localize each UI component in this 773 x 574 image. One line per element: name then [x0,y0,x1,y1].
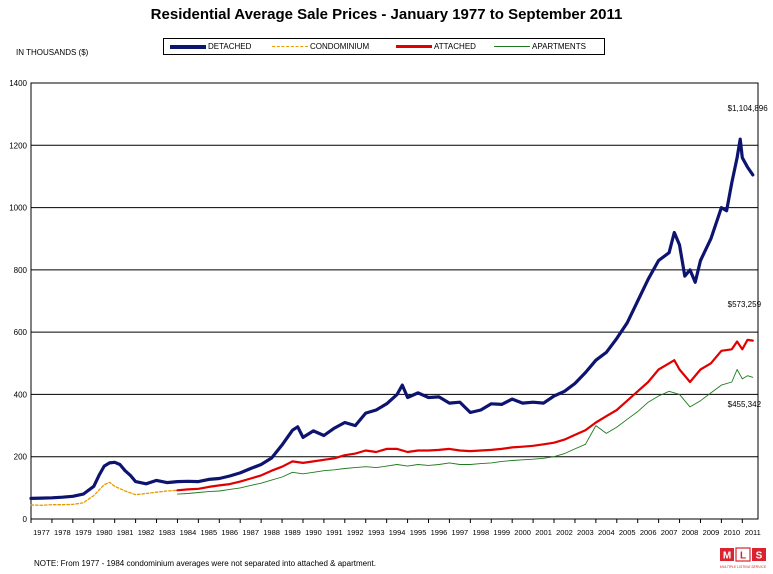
x-tick-label: 2001 [535,528,552,537]
y-tick-label: 400 [14,390,28,399]
x-tick-label: 1997 [452,528,469,537]
x-tick-label: 1985 [200,528,217,537]
x-tick-label: 2002 [556,528,573,537]
x-tick-label: 1982 [138,528,155,537]
x-tick-label: 2009 [703,528,720,537]
legend-swatch-detached [170,44,206,49]
y-tick-label: 800 [14,266,28,275]
x-tick-label: 2005 [619,528,636,537]
x-tick-label: 1992 [347,528,364,537]
x-tick-label: 1977 [33,528,50,537]
x-tick-label: 1986 [221,528,238,537]
legend-swatch-apartments [494,46,530,47]
series-line-attached [176,338,754,492]
legend-label-detached: DETACHED [208,42,252,51]
y-tick-label: 600 [14,328,28,337]
value-annotation: $455,342 [728,400,762,409]
x-tick-label: 2003 [577,528,594,537]
x-tick-label: 1993 [368,528,385,537]
legend-item-condominium: CONDOMINIUM [272,39,369,54]
series-line-detached [29,137,755,500]
y-tick-label: 200 [14,453,28,462]
legend-swatch-attached [396,45,432,48]
x-tick-label: 1999 [493,528,510,537]
legend: DETACHED CONDOMINIUM ATTACHED APARTMENTS [163,38,605,55]
x-tick-label: 1996 [431,528,448,537]
svg-text:S: S [756,551,763,562]
x-tick-label: 1981 [117,528,134,537]
x-tick-label: 2011 [745,528,761,537]
value-annotation: $1,104,896 [728,104,769,113]
legend-label-apartments: APARTMENTS [532,42,586,51]
y-axis-label: IN THOUSANDS ($) [16,48,89,57]
x-tick-label: 1995 [410,528,427,537]
footnote: NOTE: From 1977 - 1984 condominium avera… [34,559,376,568]
x-tick-label: 1978 [54,528,71,537]
series-line-apartments [176,369,754,495]
plot-frame [30,82,759,520]
legend-item-apartments: APARTMENTS [494,39,586,54]
chart-title: Residential Average Sale Prices - Januar… [150,6,623,23]
series-line-condominium [30,481,179,506]
y-tick-label: 1200 [9,141,27,150]
y-tick-label: 1000 [9,204,27,213]
legend-item-attached: ATTACHED [396,39,476,54]
x-tick-label: 2008 [682,528,699,537]
svg-text:MULTIPLE LISTING SERVICE: MULTIPLE LISTING SERVICE [720,565,767,569]
x-tick-label: 1980 [96,528,113,537]
legend-item-detached: DETACHED [170,39,251,54]
svg-text:L: L [740,551,746,562]
y-tick-label: 0 [23,515,28,524]
mls-logo: M L S MULTIPLE LISTING SERVICE [720,547,767,569]
value-annotation: $573,259 [728,300,762,309]
legend-label-attached: ATTACHED [434,42,476,51]
x-tick-label: 1989 [284,528,301,537]
x-tick-label: 1983 [159,528,176,537]
legend-label-condominium: CONDOMINIUM [310,42,370,51]
y-tick-label: 1400 [9,79,27,88]
x-tick-label: 1984 [180,528,197,537]
x-tick-label: 1998 [472,528,489,537]
x-tick-label: 1988 [263,528,280,537]
x-tick-label: 1990 [305,528,322,537]
svg-text:M: M [723,551,731,562]
x-tick-label: 2010 [724,528,741,537]
x-tick-label: 2007 [661,528,678,537]
x-tick-label: 2006 [640,528,657,537]
x-tick-label: 1991 [326,528,343,537]
x-tick-label: 1994 [389,528,406,537]
x-tick-label: 1987 [242,528,259,537]
x-tick-label: 2004 [598,528,615,537]
x-tick-label: 1979 [75,528,92,537]
x-tick-label: 2000 [514,528,531,537]
legend-swatch-condominium [272,46,308,47]
